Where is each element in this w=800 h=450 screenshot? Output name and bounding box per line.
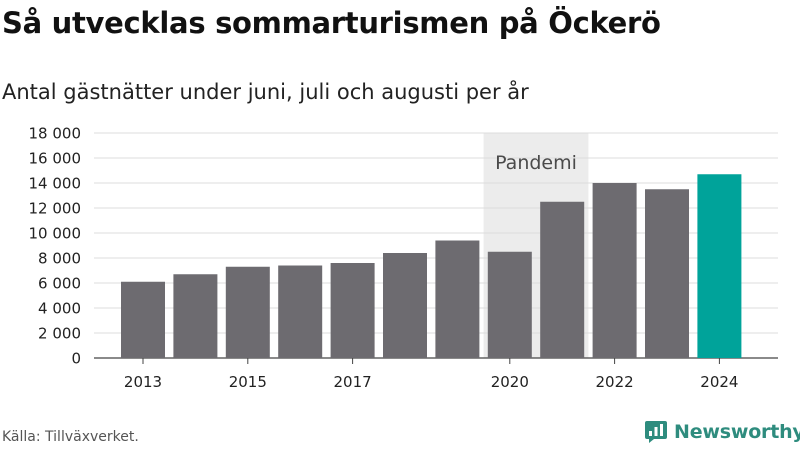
- bar: [487, 251, 532, 358]
- x-tick-label: 2022: [596, 373, 634, 391]
- y-tick-label: 0: [71, 350, 81, 368]
- y-axis-ticks: 0 2 000 4 000 6 000 8 000 10 000 12 000 14 000 1…: [29, 125, 82, 368]
- y-tick-label: 16 000: [29, 150, 82, 168]
- x-tick-label: 2013: [124, 373, 162, 391]
- bar: [225, 266, 270, 358]
- x-axis-ticks: 2013 2015 2017 2020 2022 2024: [124, 358, 738, 391]
- y-tick-label: 6 000: [38, 275, 81, 293]
- y-tick-label: 14 000: [29, 175, 82, 193]
- y-tick-label: 2 000: [38, 325, 81, 343]
- bar: [540, 201, 585, 358]
- y-tick-label: 10 000: [29, 225, 82, 243]
- source-note: Källa: Tillväxverket.: [2, 429, 139, 445]
- x-tick-label: 2015: [229, 373, 267, 391]
- bar: [592, 183, 637, 358]
- chart-title: Så utvecklas sommarturismen på Öckerö: [2, 6, 661, 40]
- y-tick-label: 12 000: [29, 200, 82, 218]
- x-tick-label: 2017: [334, 373, 372, 391]
- pandemic-label: Pandemi: [495, 152, 577, 174]
- y-tick-label: 18 000: [29, 125, 82, 143]
- bar: [330, 263, 375, 358]
- x-tick-label: 2024: [700, 373, 738, 391]
- newsworthy-logo-icon: [645, 421, 667, 443]
- bar: [435, 240, 480, 358]
- y-tick-label: 8 000: [38, 250, 81, 268]
- y-tick-label: 4 000: [38, 300, 81, 318]
- bar: [278, 265, 323, 358]
- bar: [121, 281, 165, 358]
- bars: [121, 174, 742, 358]
- chart-subtitle: Antal gästnätter under juni, juli och au…: [2, 80, 529, 104]
- annotations: Pandemi: [495, 152, 577, 174]
- bar: [645, 189, 689, 358]
- brand-name: Newsworthy: [674, 421, 800, 443]
- x-tick-label: 2020: [491, 373, 529, 391]
- bar-highlight: [697, 174, 742, 358]
- bar: [383, 253, 427, 358]
- bar: [173, 274, 218, 358]
- brand-logo: Newsworthy: [644, 420, 800, 444]
